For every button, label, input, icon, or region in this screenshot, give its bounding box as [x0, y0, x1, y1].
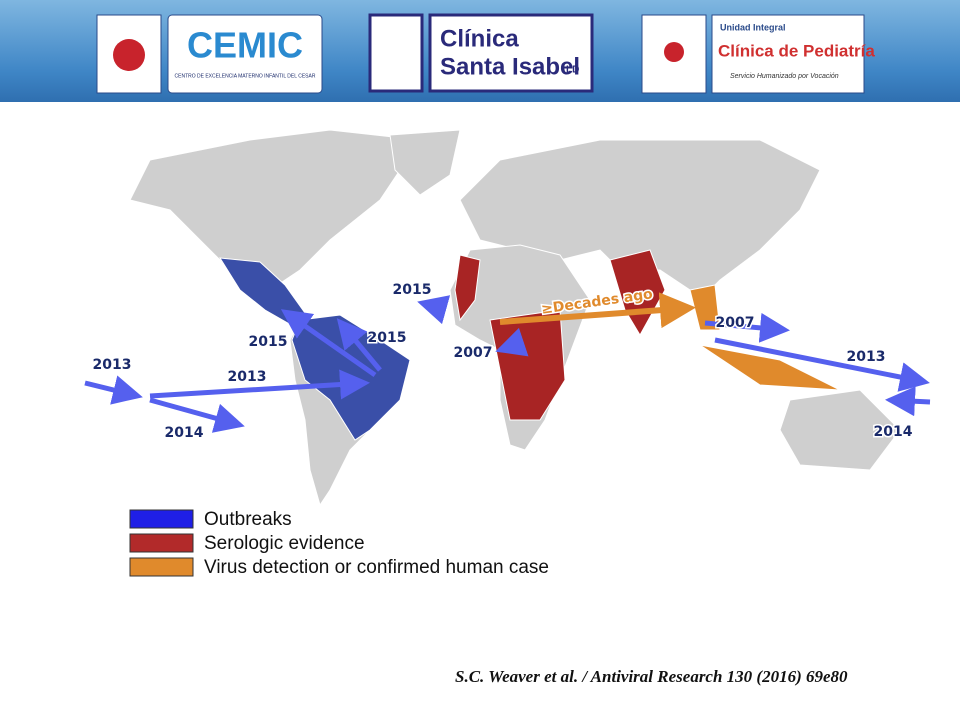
map-label: 2013 — [847, 349, 886, 365]
logo-box — [428, 13, 594, 93]
map-label: 2015 — [368, 330, 407, 346]
logo-text: Clínica — [440, 25, 519, 52]
spread-arrows — [84, 295, 931, 433]
header: CEMIC CENTRO DE EXCELENCIA MATERNO INFAN… — [0, 0, 960, 102]
heart — [113, 39, 145, 71]
logo-icon — [368, 13, 424, 93]
map-label: 2013 — [93, 357, 132, 373]
logo-suffix: LD — [566, 65, 579, 76]
logo-tagline: Servicio Humanizado por Vocación — [730, 73, 839, 80]
logo-box — [711, 14, 865, 94]
legend-swatch — [129, 533, 194, 553]
map-label: 2007 — [716, 315, 755, 331]
legend-label: Virus detection or confirmed human case — [204, 557, 549, 578]
logo-text: Santa Isabel — [440, 53, 580, 80]
logo-box — [167, 14, 323, 94]
logo-text: Clínica de Pediatría — [718, 41, 875, 60]
decades-arrow — [499, 292, 696, 329]
heart — [664, 42, 684, 62]
logo-text: CEMIC — [187, 25, 303, 66]
logo-text: Unidad Integral — [720, 22, 786, 32]
legend-label: Outbreaks — [204, 509, 292, 530]
map-label: 2014 — [874, 424, 913, 440]
legend: Outbreaks Serologic evidence Virus detecti… — [129, 509, 549, 578]
citation: S.C. Weaver et al. / Antiviral Research … — [455, 667, 848, 686]
map-label: 2015 — [249, 334, 288, 350]
map-label: 2015 — [393, 282, 432, 298]
logo-subtitle: CENTRO DE EXCELENCIA MATERNO INFANTIL DE… — [175, 73, 316, 79]
logos: CEMIC CENTRO DE EXCELENCIA MATERNO INFAN… — [96, 13, 875, 94]
logo-icon — [641, 14, 707, 94]
legend-label: Serologic evidence — [204, 533, 365, 554]
map-label: 2007 — [454, 345, 493, 361]
map-label: 2013 — [228, 369, 267, 385]
legend-swatch — [129, 557, 194, 577]
legend-swatch — [129, 509, 194, 529]
map-label: 2014 — [165, 425, 204, 441]
